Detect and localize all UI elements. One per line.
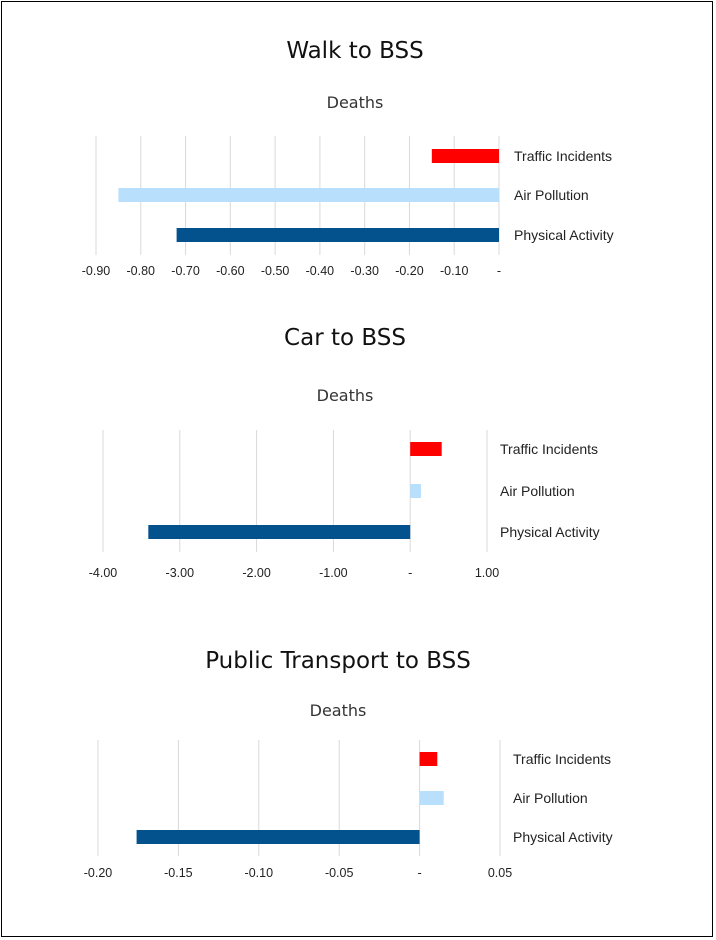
category-label: Physical Activity: [513, 829, 613, 845]
x-tick-label: -1.00: [319, 566, 348, 580]
chart-subtitle: Deaths: [317, 386, 374, 405]
chart-title: Public Transport to BSS: [205, 648, 471, 674]
x-tick-label: -0.20: [395, 264, 424, 278]
bar-traffic-incidents: [419, 752, 438, 766]
x-tick-label: -3.00: [166, 566, 195, 580]
bar-traffic-incidents: [431, 149, 499, 163]
chart-title: Car to BSS: [284, 325, 406, 351]
x-tick-label: -: [408, 566, 412, 580]
x-tick-label: -0.60: [216, 264, 245, 278]
category-label: Air Pollution: [513, 790, 588, 806]
category-label: Traffic Incidents: [514, 148, 612, 164]
x-tick-label: -0.10: [245, 866, 274, 880]
x-tick-label: -0.20: [84, 866, 113, 880]
x-tick-label: -2.00: [242, 566, 271, 580]
x-tick-label: -0.70: [171, 264, 200, 278]
x-tick-label: -0.40: [306, 264, 335, 278]
x-tick-label: -4.00: [89, 566, 118, 580]
x-tick-label: -0.90: [82, 264, 111, 278]
bar-physical-activity: [136, 830, 420, 844]
bar-air-pollution: [419, 791, 444, 805]
x-tick-label: -0.50: [261, 264, 290, 278]
x-tick-label: -0.05: [325, 866, 354, 880]
chart-subtitle: Deaths: [310, 701, 367, 720]
bar-air-pollution: [118, 188, 499, 202]
chart-subtitle: Deaths: [327, 93, 384, 112]
x-tick-label: -0.10: [440, 264, 469, 278]
bar-traffic-incidents: [410, 442, 442, 456]
x-tick-label: -: [497, 264, 501, 278]
category-label: Traffic Incidents: [500, 441, 598, 457]
category-label: Physical Activity: [514, 227, 614, 243]
category-label: Air Pollution: [514, 187, 589, 203]
category-label: Physical Activity: [500, 524, 600, 540]
category-label: Traffic Incidents: [513, 751, 611, 767]
x-tick-label: 1.00: [475, 566, 499, 580]
x-tick-label: -0.30: [350, 264, 379, 278]
x-tick-label: -0.80: [127, 264, 156, 278]
chart-title: Walk to BSS: [286, 38, 423, 64]
x-tick-label: -0.15: [164, 866, 193, 880]
x-tick-label: -: [418, 866, 422, 880]
x-tick-label: 0.05: [488, 866, 512, 880]
bar-air-pollution: [410, 484, 421, 498]
bar-physical-activity: [176, 228, 499, 242]
category-label: Air Pollution: [500, 483, 575, 499]
bar-physical-activity: [148, 525, 411, 539]
